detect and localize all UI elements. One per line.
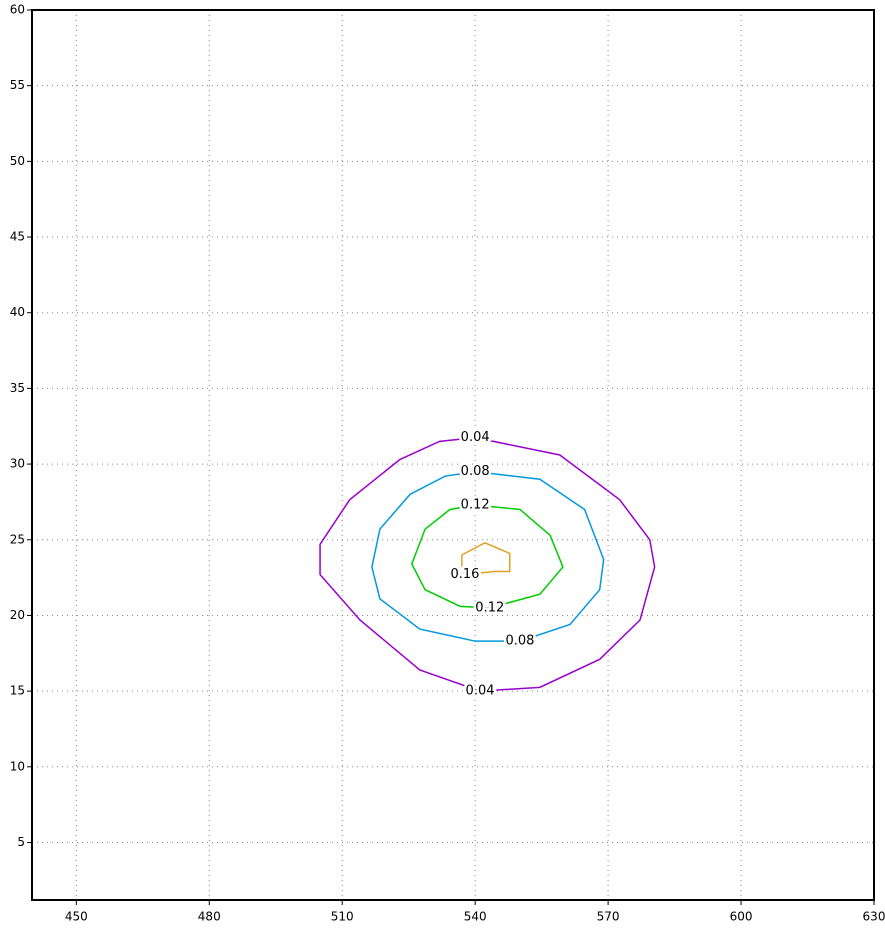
x-tick-label: 570 — [597, 910, 620, 924]
x-tick-label: 510 — [331, 910, 354, 924]
x-tick-label: 540 — [464, 910, 487, 924]
y-tick-label: 20 — [10, 608, 25, 622]
y-tick-label: 5 — [17, 835, 25, 849]
x-tick-label: 450 — [65, 910, 88, 924]
y-tick-label: 35 — [10, 381, 25, 395]
contour-label: 0.04 — [466, 684, 495, 699]
contour-label: 0.16 — [450, 567, 479, 582]
y-tick-label: 30 — [10, 457, 25, 471]
y-tick-label: 10 — [10, 759, 25, 773]
y-tick-label: 40 — [10, 305, 25, 319]
contour-label: 0.08 — [505, 634, 534, 649]
y-tick-label: 15 — [10, 684, 25, 698]
x-tick-label: 600 — [730, 910, 753, 924]
contour-line — [371, 470, 605, 642]
y-tick-label: 50 — [10, 154, 25, 168]
contour-label: 0.12 — [461, 497, 490, 512]
y-tick-label: 55 — [10, 78, 25, 92]
x-tick-label: 480 — [198, 910, 221, 924]
x-tick-label: 630 — [863, 910, 885, 924]
plot-frame — [31, 9, 875, 901]
contour-line — [319, 436, 656, 692]
contour-label: 0.12 — [475, 600, 504, 615]
contour-label: 0.04 — [461, 430, 490, 445]
y-tick-label: 45 — [10, 230, 25, 244]
y-tick-label: 60 — [10, 3, 25, 17]
contour-line — [410, 504, 564, 609]
contour-line — [461, 541, 511, 576]
contour-label: 0.08 — [461, 464, 490, 479]
y-tick-label: 25 — [10, 532, 25, 546]
